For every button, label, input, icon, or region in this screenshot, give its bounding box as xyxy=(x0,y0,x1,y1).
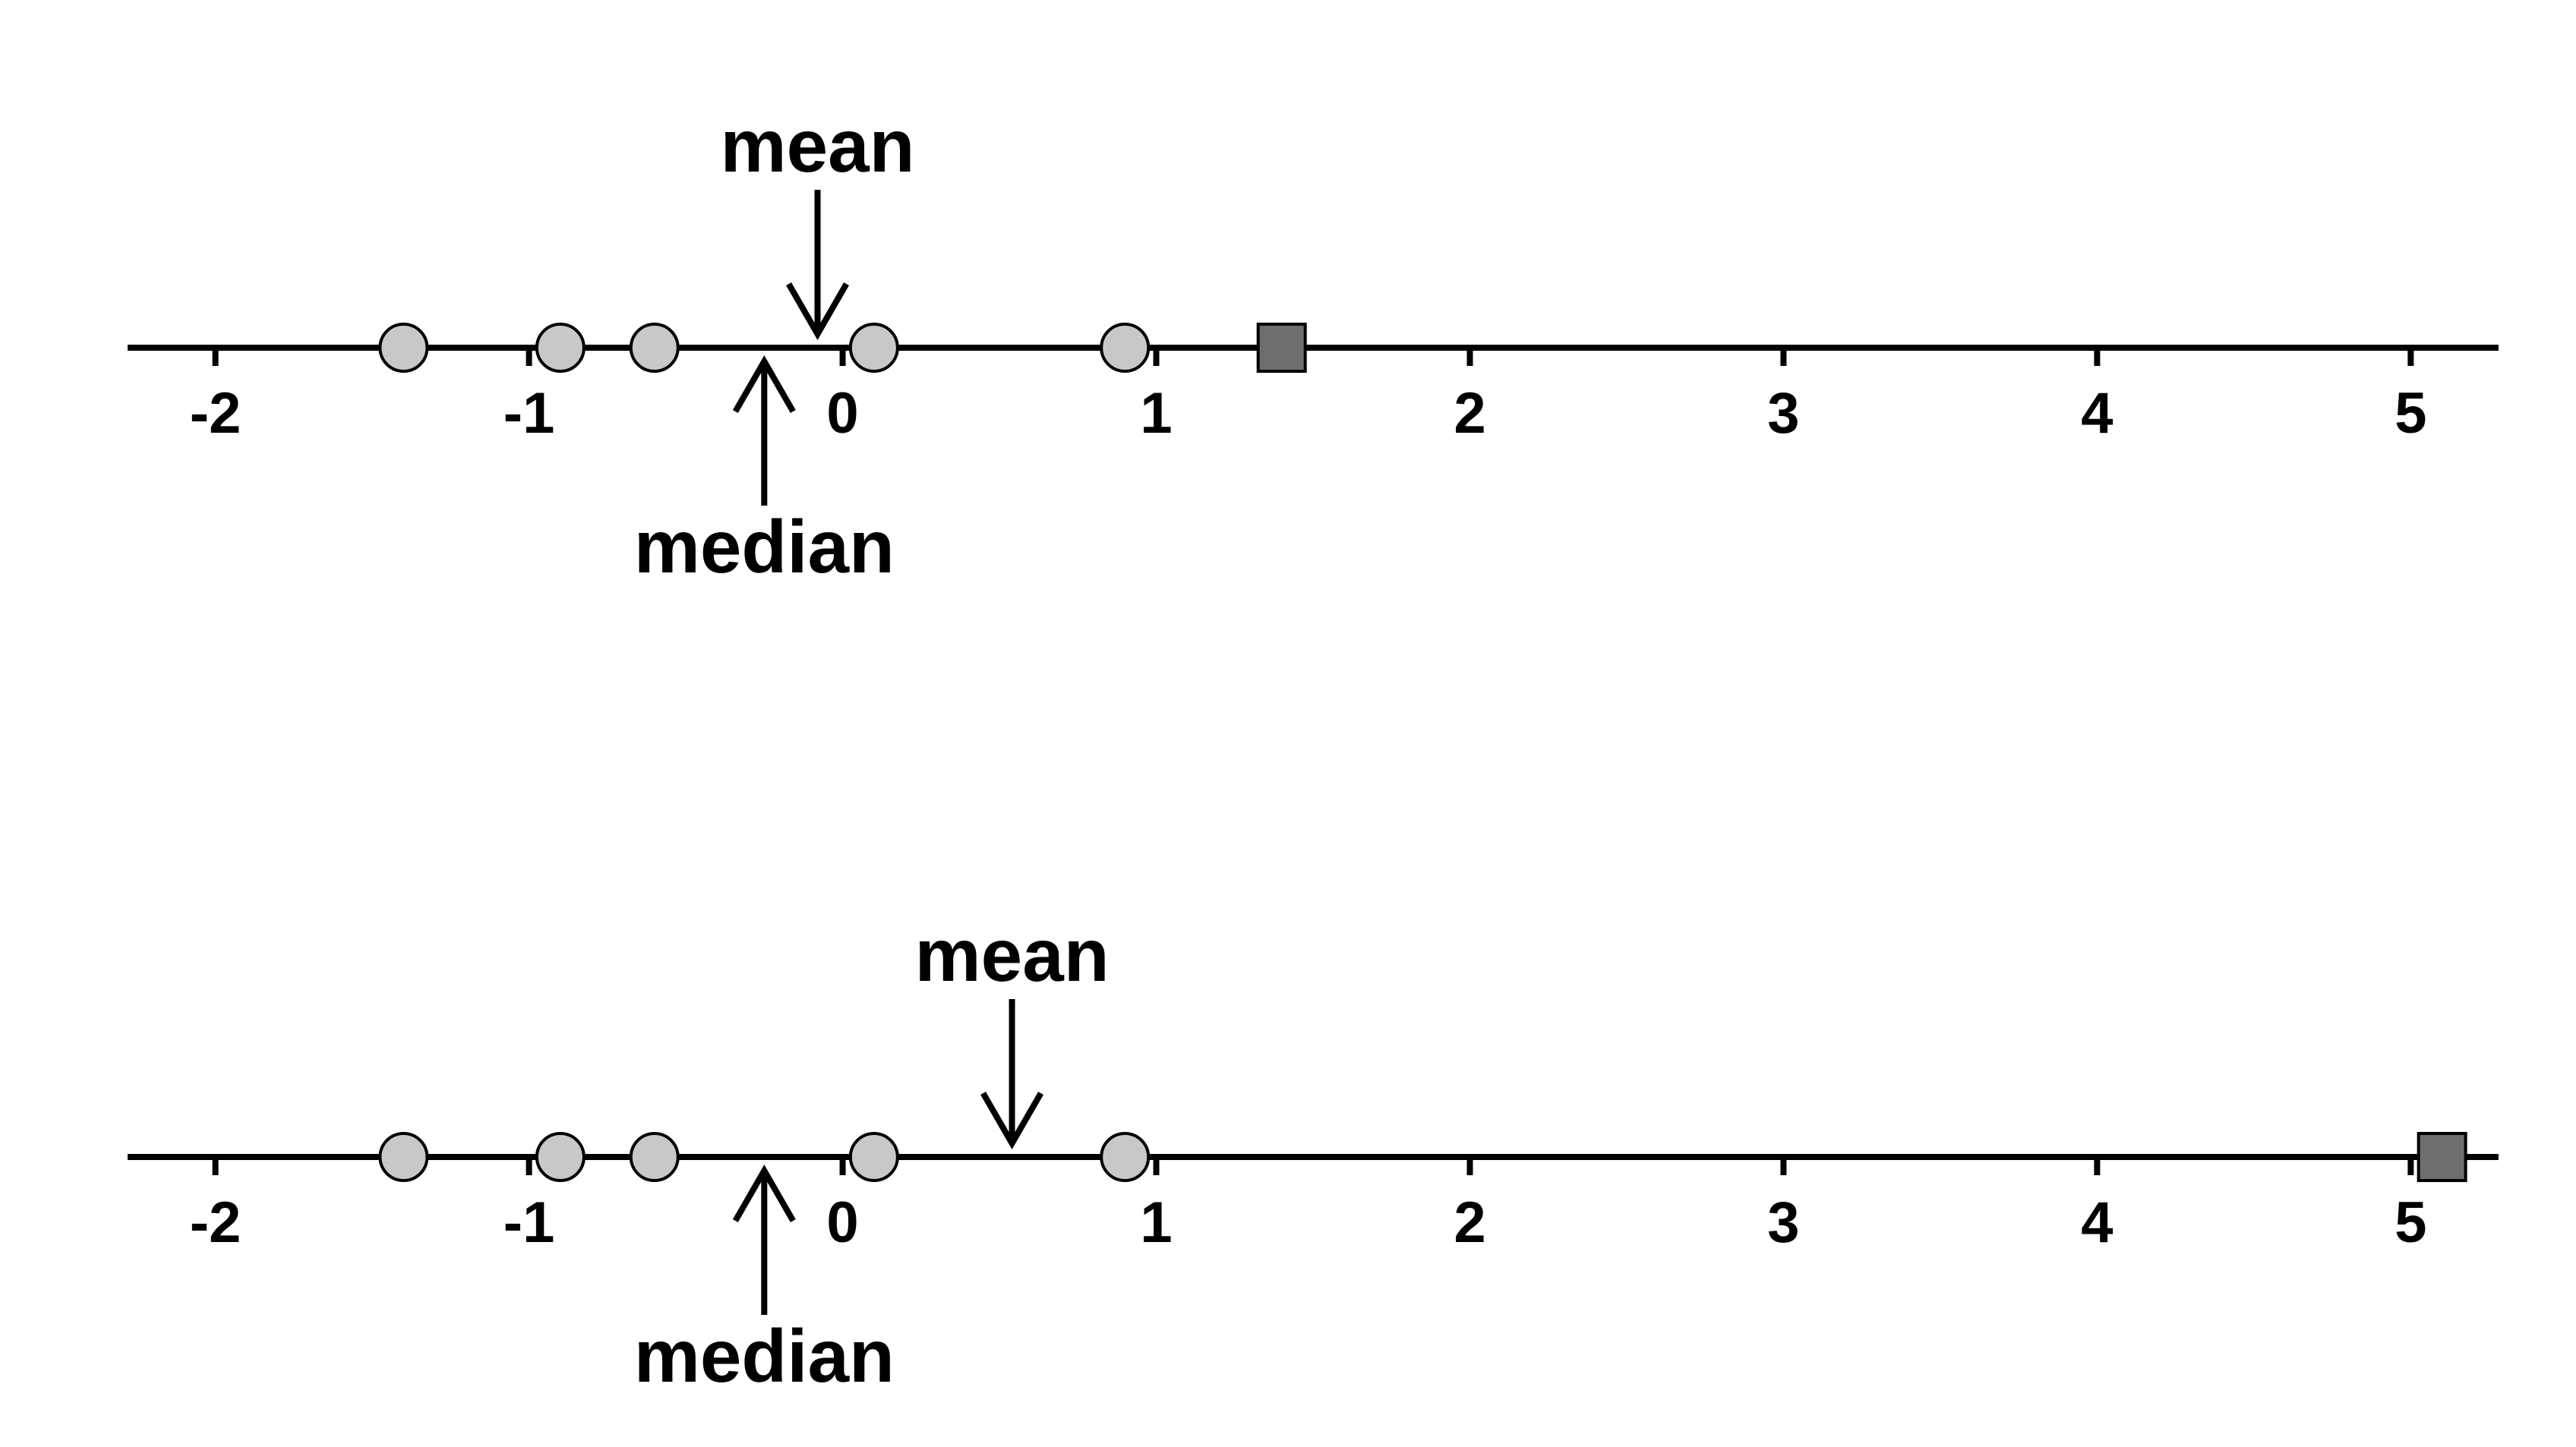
tick-label: 5 xyxy=(2394,381,2426,446)
data-point-circle xyxy=(378,1132,429,1182)
tick-label: 3 xyxy=(1767,1190,1799,1255)
data-point-circle xyxy=(629,1132,680,1182)
data-point-circle xyxy=(848,323,899,373)
tick-label: 1 xyxy=(1140,1190,1172,1255)
data-point-circle xyxy=(378,323,429,373)
data-point-circle xyxy=(848,1132,899,1182)
median-label: median xyxy=(634,505,895,588)
mean-arrow-head xyxy=(786,282,849,341)
tick-label: -1 xyxy=(504,381,555,446)
data-point-circle xyxy=(1100,323,1151,373)
median-label: median xyxy=(634,1314,895,1398)
data-point-circle xyxy=(1100,1132,1151,1182)
median-arrow-head xyxy=(732,355,796,413)
tick-label: 2 xyxy=(1454,1190,1485,1255)
mean-label: mean xyxy=(915,913,1110,997)
median-arrow-head xyxy=(732,1164,796,1222)
tick-label: -2 xyxy=(190,1190,242,1255)
tick-label: -2 xyxy=(190,381,242,446)
tick-label: 3 xyxy=(1767,381,1799,446)
data-point-square xyxy=(2417,1132,2467,1182)
tick-label: 1 xyxy=(1140,381,1172,446)
tick-label: 5 xyxy=(2394,1190,2426,1255)
data-point-circle xyxy=(535,1132,586,1182)
number-line-panel-bottom: -2 -1 0 1 2 3 4 5 mean median xyxy=(128,913,2499,1398)
tick-label: 4 xyxy=(2081,381,2113,446)
tick-label: 0 xyxy=(826,1190,858,1255)
data-point-circle xyxy=(629,323,680,373)
tick-label: 2 xyxy=(1454,381,1485,446)
number-line-panel-top: -2 -1 0 1 2 3 4 5 mean median xyxy=(128,104,2499,588)
data-point-square xyxy=(1256,323,1307,373)
mean-label: mean xyxy=(721,104,915,188)
tick-label: -1 xyxy=(504,1190,555,1255)
tick-label: 4 xyxy=(2081,1190,2113,1255)
mean-arrow-head xyxy=(980,1092,1044,1150)
tick-label: 0 xyxy=(826,381,858,446)
data-point-circle xyxy=(535,323,586,373)
